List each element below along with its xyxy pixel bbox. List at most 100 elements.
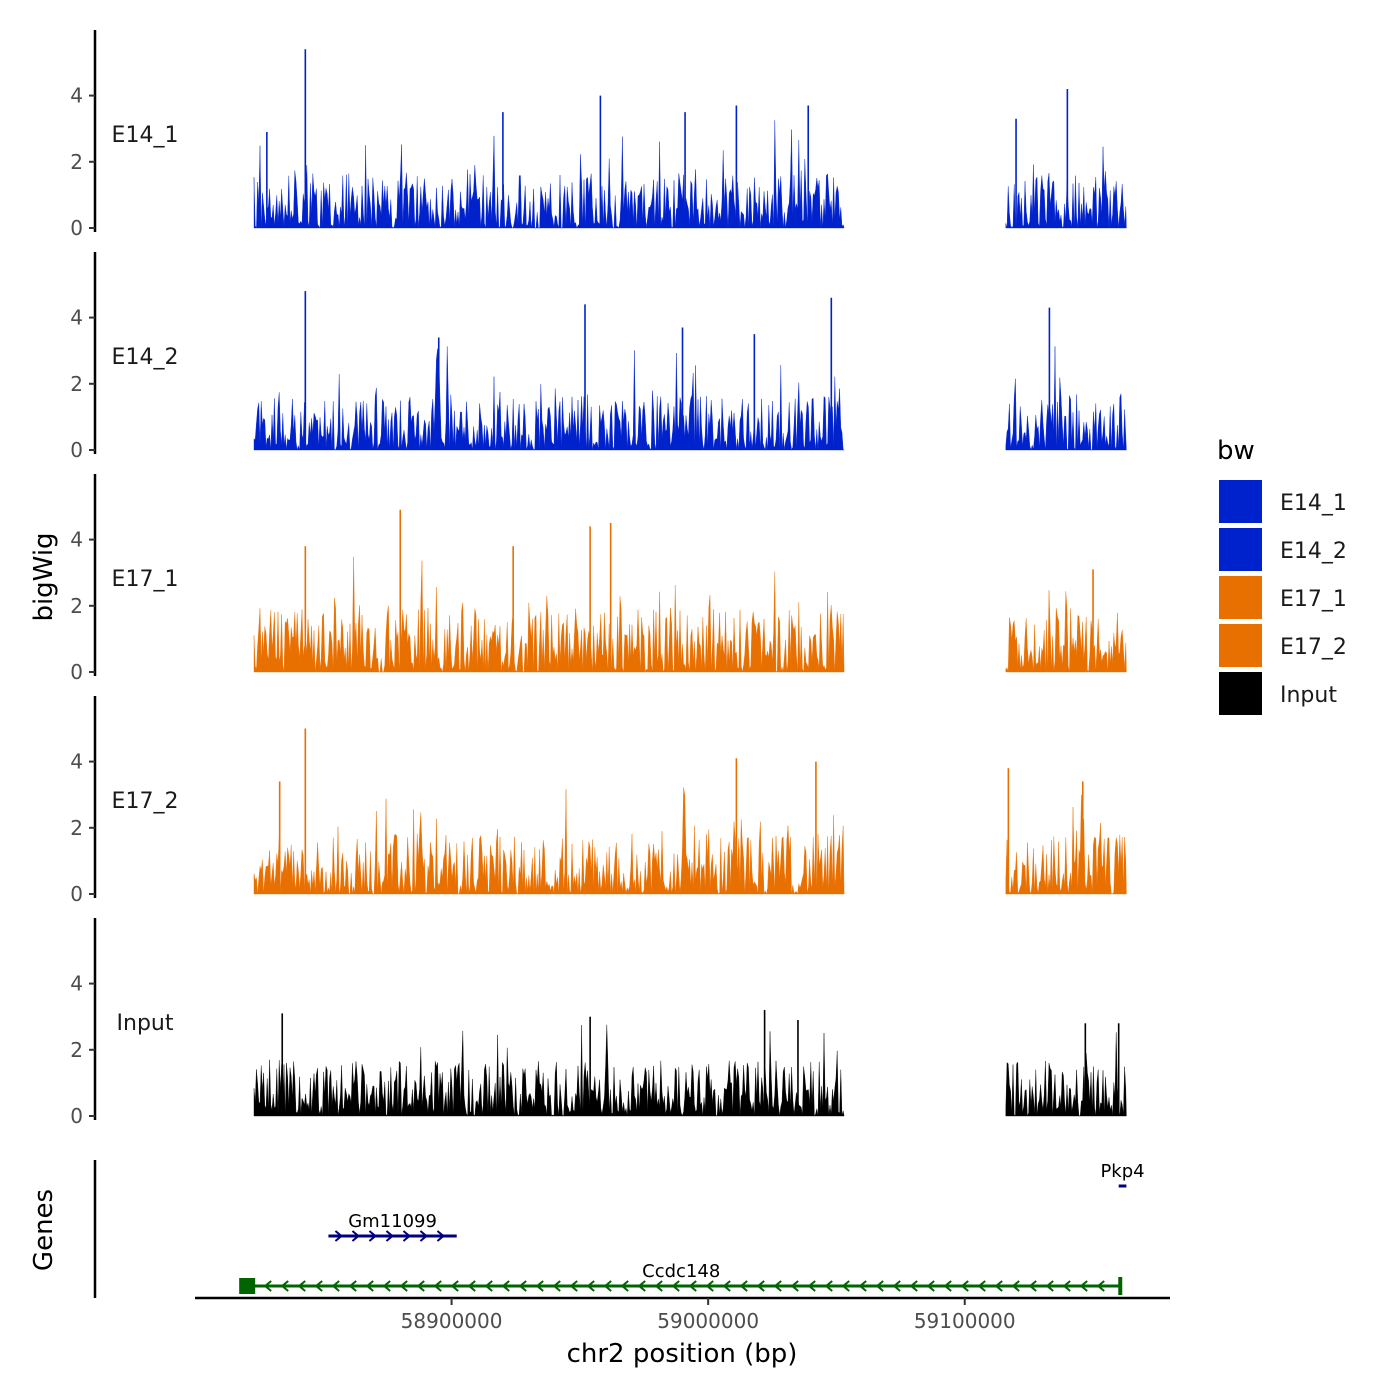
x-tick-label: 59000000 bbox=[657, 1309, 759, 1333]
strand-arrow bbox=[943, 1280, 952, 1292]
y-tick-label: 0 bbox=[70, 882, 83, 906]
gene-Ccdc148: Ccdc148 bbox=[239, 1261, 1123, 1295]
y-tick-label: 0 bbox=[70, 1104, 83, 1128]
y-tick-label: 2 bbox=[70, 594, 83, 618]
x-tick-label: 59100000 bbox=[914, 1309, 1016, 1333]
strand-arrow bbox=[484, 1280, 493, 1292]
strand-arrow bbox=[467, 1280, 476, 1292]
track-label: E17_1 bbox=[112, 567, 179, 592]
legend-entry-label: Input bbox=[1280, 683, 1337, 708]
strand-arrow bbox=[402, 1230, 411, 1242]
track-panel-E17_1: 0 2 4 E17_1 bbox=[70, 474, 1127, 684]
strand-arrow bbox=[450, 1280, 459, 1292]
strand-arrow bbox=[263, 1280, 272, 1292]
strand-arrow bbox=[351, 1230, 360, 1242]
legend-swatch bbox=[1217, 670, 1264, 717]
strand-arrow bbox=[875, 1280, 884, 1292]
strand-arrow bbox=[552, 1280, 561, 1292]
strand-arrow bbox=[960, 1280, 969, 1292]
strand-arrow bbox=[382, 1280, 391, 1292]
coverage-area bbox=[253, 1024, 845, 1117]
y-tick-label: 0 bbox=[70, 660, 83, 684]
strand-arrow bbox=[892, 1280, 901, 1292]
legend-swatch bbox=[1217, 622, 1264, 669]
legend-entry-label: E17_2 bbox=[1280, 635, 1347, 660]
gene-exon bbox=[1118, 1277, 1123, 1295]
strand-arrow bbox=[518, 1280, 527, 1292]
strand-arrow bbox=[824, 1280, 833, 1292]
strand-arrow bbox=[331, 1280, 340, 1292]
strand-arrow bbox=[654, 1280, 663, 1292]
y-tick-label: 4 bbox=[70, 750, 83, 774]
coverage-area bbox=[1005, 346, 1127, 451]
track-panel-E17_2: 0 2 4 E17_2 bbox=[70, 696, 1127, 906]
track-panel-Input: 0 2 4 Input bbox=[70, 918, 1127, 1128]
y-tick-label: 4 bbox=[70, 84, 83, 108]
strand-arrow bbox=[773, 1280, 782, 1292]
coverage-area bbox=[253, 120, 845, 229]
strand-arrow bbox=[722, 1280, 731, 1292]
strand-arrow bbox=[433, 1280, 442, 1292]
strand-arrow bbox=[671, 1280, 680, 1292]
strand-arrow bbox=[365, 1280, 374, 1292]
strand-arrow bbox=[1096, 1280, 1105, 1292]
strand-arrow bbox=[586, 1280, 595, 1292]
track-label: E14_1 bbox=[112, 123, 179, 148]
gene-Gm11099: Gm11099 bbox=[328, 1211, 457, 1242]
legend-entry-label: E14_1 bbox=[1280, 491, 1347, 516]
y-tick-label: 0 bbox=[70, 438, 83, 462]
strand-arrow bbox=[535, 1280, 544, 1292]
strand-arrow bbox=[790, 1280, 799, 1292]
y-axis-title: bigWig bbox=[29, 532, 59, 621]
x-tick-label: 58900000 bbox=[401, 1309, 503, 1333]
y-tick-label: 2 bbox=[70, 816, 83, 840]
legend-swatch bbox=[1217, 478, 1264, 525]
gene-exon bbox=[239, 1278, 256, 1294]
gene-annotation-track: Gm11099 Ccdc148 Pkp4 bbox=[93, 1160, 1145, 1298]
strand-arrow bbox=[436, 1230, 445, 1242]
strand-arrow bbox=[909, 1280, 918, 1292]
gene-label: Gm11099 bbox=[348, 1211, 437, 1232]
strand-arrow bbox=[994, 1280, 1003, 1292]
legend-swatch bbox=[1217, 574, 1264, 621]
gene-label: Ccdc148 bbox=[642, 1261, 720, 1282]
strand-arrow bbox=[297, 1280, 306, 1292]
strand-arrow bbox=[977, 1280, 986, 1292]
legend: bw E14_1 E14_2 E17_1 E17_2 Input bbox=[1217, 436, 1347, 717]
track-label: E17_2 bbox=[112, 789, 179, 814]
strand-arrow bbox=[348, 1280, 357, 1292]
strand-arrow bbox=[603, 1280, 612, 1292]
legend-entry-label: E17_1 bbox=[1280, 587, 1347, 612]
coverage-area bbox=[1005, 794, 1127, 895]
strand-arrow bbox=[368, 1230, 377, 1242]
track-label: Input bbox=[117, 1011, 174, 1036]
track-panel-E14_2: 0 2 4 E14_2 bbox=[70, 252, 1127, 462]
legend-title: bw bbox=[1217, 436, 1255, 466]
strand-arrow bbox=[385, 1230, 394, 1242]
strand-arrow bbox=[1011, 1280, 1020, 1292]
strand-arrow bbox=[620, 1280, 629, 1292]
coverage-area bbox=[1005, 146, 1127, 229]
coverage-area bbox=[253, 346, 845, 451]
y-tick-label: 4 bbox=[70, 306, 83, 330]
strand-arrow bbox=[705, 1280, 714, 1292]
gene-label: Pkp4 bbox=[1100, 1161, 1144, 1182]
track-panel-E14_1: 0 2 4 E14_1 bbox=[70, 30, 1127, 240]
x-axis: 58900000 59000000 59100000 bbox=[195, 1296, 1170, 1333]
legend-swatch bbox=[1217, 526, 1264, 573]
strand-arrow bbox=[399, 1280, 408, 1292]
y-tick-label: 2 bbox=[70, 372, 83, 396]
gene-Pkp4: Pkp4 bbox=[1100, 1161, 1145, 1188]
legend-entry-label: E14_2 bbox=[1280, 539, 1347, 564]
strand-arrow bbox=[1028, 1280, 1037, 1292]
strand-arrow bbox=[926, 1280, 935, 1292]
y-tick-label: 2 bbox=[70, 150, 83, 174]
coverage-area bbox=[1005, 1032, 1127, 1117]
strand-arrow bbox=[807, 1280, 816, 1292]
y-tick-label: 4 bbox=[70, 528, 83, 552]
strand-arrow bbox=[314, 1280, 323, 1292]
strand-arrow bbox=[416, 1280, 425, 1292]
strand-arrow bbox=[334, 1230, 343, 1242]
genes-axis-title: Genes bbox=[29, 1189, 59, 1271]
